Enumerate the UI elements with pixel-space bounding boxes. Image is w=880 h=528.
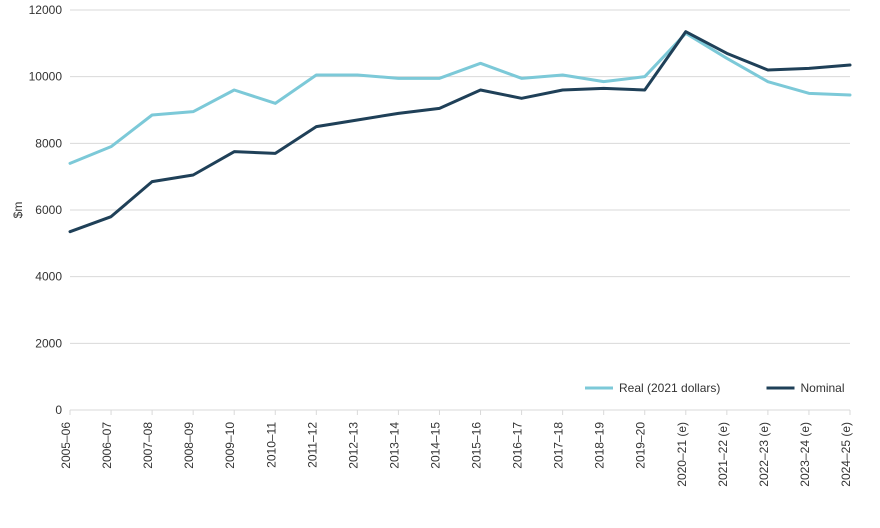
x-tick-label: 2019–20 <box>634 422 648 469</box>
x-tick-label: 2010–11 <box>264 422 278 468</box>
x-tick-label: 2013–14 <box>387 422 401 469</box>
x-tick-label: 2012–13 <box>346 422 360 469</box>
legend-label-1: Nominal <box>801 381 845 395</box>
y-tick-label: 4000 <box>35 270 62 284</box>
x-tick-label: 2024–25 (e) <box>839 422 853 487</box>
x-tick-label: 2022–23 (e) <box>757 422 771 487</box>
x-tick-label: 2016–17 <box>511 422 525 469</box>
x-tick-label: 2020–21 (e) <box>675 422 689 487</box>
legend-label-0: Real (2021 dollars) <box>619 381 720 395</box>
y-tick-label: 0 <box>55 403 62 417</box>
y-axis-title: $m <box>11 202 25 219</box>
x-tick-label: 2011–12 <box>305 422 319 468</box>
chart-svg: 0 2000 4000 6000 8000 10000 12000 $m 2005–06 2006… <box>0 0 880 528</box>
y-tick-label: 12000 <box>29 3 63 17</box>
x-tick-label: 2014–15 <box>428 422 442 469</box>
y-tick-label: 2000 <box>35 336 62 350</box>
x-tick-label: 2009–10 <box>223 422 237 469</box>
y-tick-label: 6000 <box>35 203 62 217</box>
line-chart: 0 2000 4000 6000 8000 10000 12000 $m 2005–06 2006… <box>0 0 880 528</box>
y-tick-label: 8000 <box>35 136 62 150</box>
y-tick-label: 10000 <box>29 70 63 84</box>
x-tick-label: 2015–16 <box>470 422 484 469</box>
x-tick-label: 2008–09 <box>182 422 196 469</box>
x-tick-label: 2007–08 <box>141 422 155 469</box>
x-tick-label: 2005–06 <box>59 422 73 469</box>
x-tick-label: 2023–24 (e) <box>798 422 812 487</box>
x-tick-label: 2006–07 <box>100 422 114 469</box>
x-tick-label: 2021–22 (e) <box>716 422 730 487</box>
x-tick-label: 2018–19 <box>593 422 607 469</box>
x-tick-label: 2017–18 <box>552 422 566 469</box>
